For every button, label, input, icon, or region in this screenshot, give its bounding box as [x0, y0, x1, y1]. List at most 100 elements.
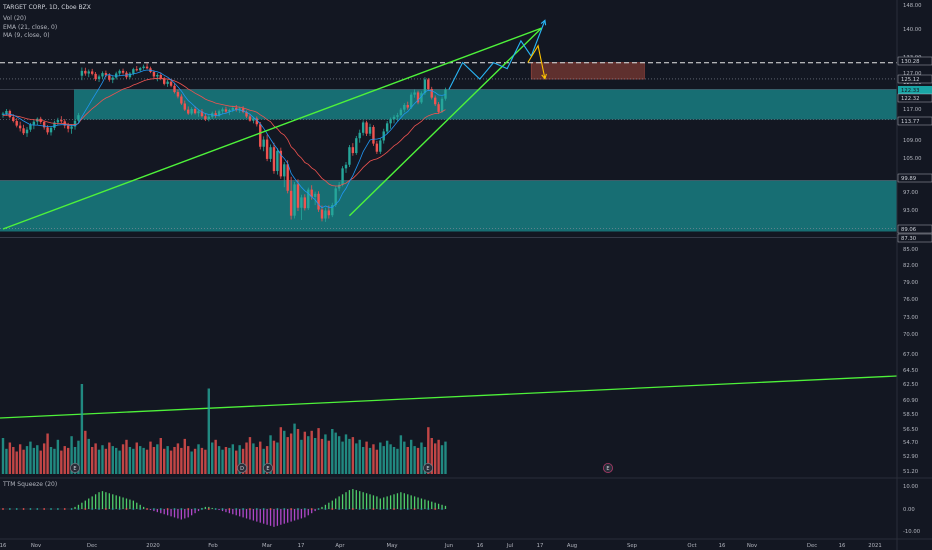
x-axis-tick-label: Aug: [567, 543, 577, 549]
y-axis-tick-label: 58.50: [903, 412, 919, 418]
earnings-event-marker[interactable]: [603, 462, 614, 473]
candle-body: [327, 210, 331, 216]
candle-body: [224, 109, 228, 112]
volume-indicator-label[interactable]: Vol (20): [3, 15, 27, 22]
squeeze-dot: [207, 508, 210, 510]
volume-bar: [423, 447, 427, 474]
volume-bar: [217, 446, 221, 474]
squeeze-dot: [221, 508, 224, 510]
volume-bar: [22, 449, 25, 474]
earnings-event-marker[interactable]: [262, 462, 273, 473]
squeeze-dot: [70, 508, 73, 510]
squeeze-dot: [262, 508, 265, 510]
supply-box: [530, 62, 645, 80]
candle-body: [307, 189, 310, 209]
y-axis-tick-label: 85.00: [903, 247, 919, 253]
squeeze-dot: [29, 508, 32, 510]
candle-body: [231, 107, 235, 110]
candle-body: [269, 147, 272, 159]
earnings-event-label: D: [240, 466, 244, 472]
candle-body: [183, 103, 186, 110]
x-axis-tick-label: May: [387, 543, 398, 549]
x-axis-tick-label: Oct: [687, 543, 696, 549]
volume-bar: [8, 442, 12, 474]
squeeze-dot: [63, 508, 66, 510]
candle-body: [238, 108, 241, 110]
squeeze-dot: [365, 508, 368, 510]
volume-bar: [320, 438, 324, 474]
lower-trendline: [348, 27, 542, 217]
squeeze-dot: [187, 508, 190, 510]
chart-title: TARGET CORP, 1D, Cboe BZX: [3, 4, 91, 11]
candle-body: [420, 93, 423, 103]
candle-body: [84, 70, 87, 74]
volume-bar: [437, 439, 440, 474]
ma-indicator-label[interactable]: MA (9, close, 0): [3, 32, 50, 39]
candle-body: [228, 109, 231, 112]
squeeze-dot: [36, 508, 39, 510]
candle-body: [53, 122, 56, 128]
squeeze-dot: [434, 508, 437, 510]
candle-body: [375, 143, 379, 152]
squeeze-dot: [235, 508, 238, 510]
price-label-badge: [897, 56, 932, 66]
volume-bar: [29, 441, 32, 474]
volume-bar: [406, 447, 409, 474]
candle-body: [440, 98, 444, 112]
candle-body: [276, 150, 279, 172]
squeeze-dot: [372, 508, 375, 510]
price-label-badge: [897, 173, 932, 183]
volume-bar: [286, 437, 289, 474]
squeeze-dot: [406, 508, 409, 510]
squeeze-dot: [427, 508, 430, 510]
x-axis-tick-label: Dec: [87, 543, 97, 549]
volume-bar: [25, 446, 29, 474]
candle-body: [132, 69, 135, 74]
volume-bar: [324, 434, 327, 474]
squeeze-dot: [413, 508, 416, 510]
y-axis-tick-label: 67.00: [903, 352, 919, 358]
price-label-text: 122.33: [901, 88, 920, 94]
candle-body: [265, 139, 269, 159]
candle-body: [413, 92, 416, 95]
volume-bar: [111, 446, 114, 474]
squeeze-dot: [324, 508, 327, 510]
ema-indicator-label[interactable]: EMA (21, close, 0): [3, 24, 58, 31]
volume-bar: [15, 451, 18, 474]
candle-body: [159, 74, 162, 79]
candle-body: [286, 164, 289, 191]
volume-bar: [149, 441, 152, 474]
volume-bar: [46, 433, 49, 474]
earnings-event-marker[interactable]: [236, 462, 247, 473]
volume-bar: [365, 441, 368, 474]
squeeze-dot: [111, 508, 114, 510]
volume-bar: [283, 430, 286, 474]
volume-bar: [70, 436, 73, 474]
volume-bar: [272, 440, 276, 474]
volume-bar: [193, 448, 197, 474]
volume-bar: [310, 430, 313, 474]
candle-body: [108, 75, 111, 80]
candle-body: [324, 210, 327, 219]
earnings-event-marker[interactable]: [70, 462, 81, 473]
volume-bar: [190, 451, 193, 474]
candle-body: [372, 126, 375, 144]
volume-bar: [368, 447, 372, 474]
volume-bar: [313, 438, 317, 474]
volume-bar: [18, 444, 22, 474]
demand-zone: [0, 180, 897, 232]
candle-body: [235, 107, 238, 110]
squeeze-indicator-label[interactable]: TTM Squeeze (20): [3, 481, 58, 488]
volume-bar: [97, 449, 101, 474]
volume-bar: [348, 438, 351, 474]
candle-body: [29, 124, 32, 130]
candle-body: [331, 205, 334, 216]
volume-bar: [60, 450, 63, 474]
candle-body: [166, 81, 169, 84]
earnings-event-marker[interactable]: [422, 462, 433, 473]
volume-bar: [204, 449, 207, 474]
x-axis-tick-label: 16: [719, 543, 726, 549]
candle-body: [358, 132, 361, 139]
candle-body: [142, 66, 145, 69]
